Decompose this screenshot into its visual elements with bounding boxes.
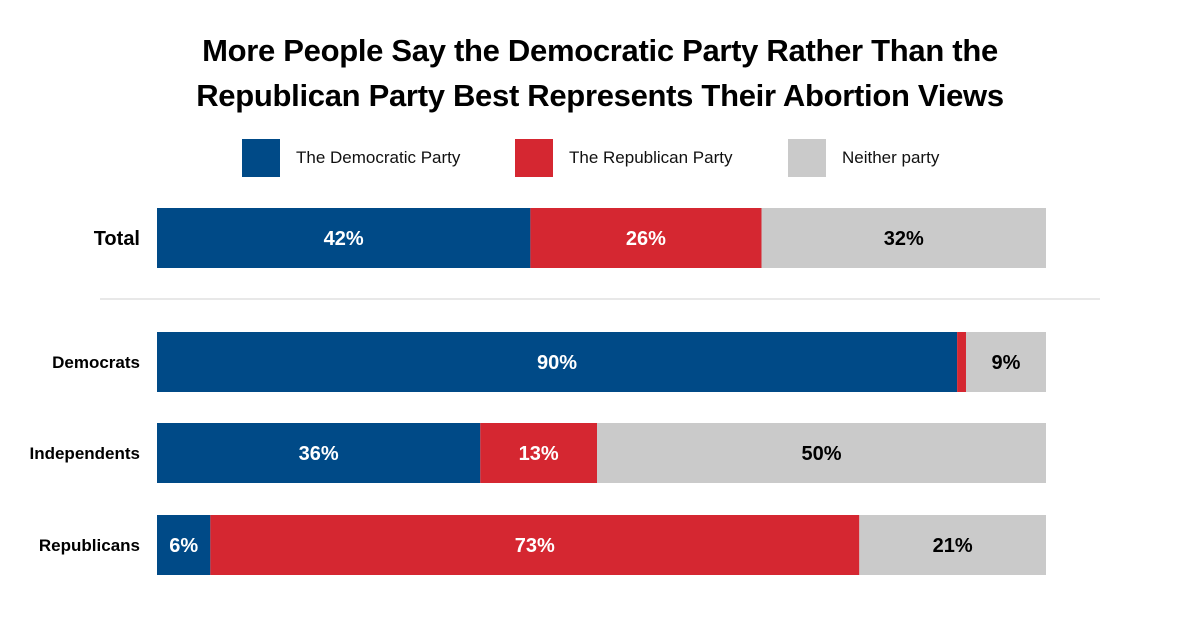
legend-swatch-neither-party <box>788 139 826 177</box>
legend-item-democratic-party: The Democratic Party <box>242 138 460 178</box>
bar-total-the-republican-party <box>530 208 762 268</box>
chart-title-line-1: More People Say the Democratic Party Rat… <box>202 33 998 68</box>
bar-democrats-the-republican-party <box>957 332 966 392</box>
chart-title-line-2: Republican Party Best Represents Their A… <box>196 78 1004 113</box>
legend-item-republican-party: The Republican Party <box>515 138 732 178</box>
category-label-democrats: Democrats <box>52 353 140 372</box>
data-label-total-the-republican-party: 26% <box>626 228 666 250</box>
legend-item-neither-party: Neither party <box>788 138 939 178</box>
legend-swatch-democratic-party <box>242 139 280 177</box>
chart-title: More People Say the Democratic Party Rat… <box>0 28 1200 118</box>
data-label-republicans-the-democratic-party: 6% <box>169 535 198 557</box>
category-label-republicans: Republicans <box>39 536 140 555</box>
bar-democrats-the-democratic-party <box>157 332 958 392</box>
legend-label-republican-party: The Republican Party <box>569 148 733 167</box>
bar-total-the-democratic-party <box>157 208 531 268</box>
data-label-democrats-the-democratic-party: 90% <box>537 352 577 374</box>
data-label-republicans-the-republican-party: 73% <box>515 535 555 557</box>
category-label-total: Total <box>94 228 140 250</box>
bar-democrats-neither-party <box>965 332 1046 392</box>
legend: The Democratic Party The Republican Part… <box>0 138 1200 178</box>
legend-label-neither-party: Neither party <box>842 148 940 167</box>
data-label-democrats-neither-party: 9% <box>992 352 1021 374</box>
bar-republicans-the-republican-party <box>210 515 860 575</box>
category-label-independents: Independents <box>29 444 140 463</box>
bar-total-neither-party <box>761 208 1046 268</box>
bar-republicans-the-democratic-party <box>157 515 211 575</box>
data-label-independents-neither-party: 50% <box>801 443 841 465</box>
bars-group: Total 42% 26% 32% Democrats 90% 9% Independents… <box>29 208 1046 575</box>
data-label-independents-the-republican-party: 13% <box>519 443 559 465</box>
bar-independents-the-democratic-party <box>157 423 481 483</box>
bar-independents-neither-party <box>597 423 1046 483</box>
data-label-independents-the-democratic-party: 36% <box>299 443 339 465</box>
data-label-total-neither-party: 32% <box>884 228 924 250</box>
legend-swatch-republican-party <box>515 139 553 177</box>
legend-label-democratic-party: The Democratic Party <box>296 148 461 167</box>
bar-independents-the-republican-party <box>480 423 598 483</box>
bar-republicans-neither-party <box>859 515 1046 575</box>
data-label-total-the-democratic-party: 42% <box>324 228 364 250</box>
data-label-republicans-neither-party: 21% <box>933 535 973 557</box>
